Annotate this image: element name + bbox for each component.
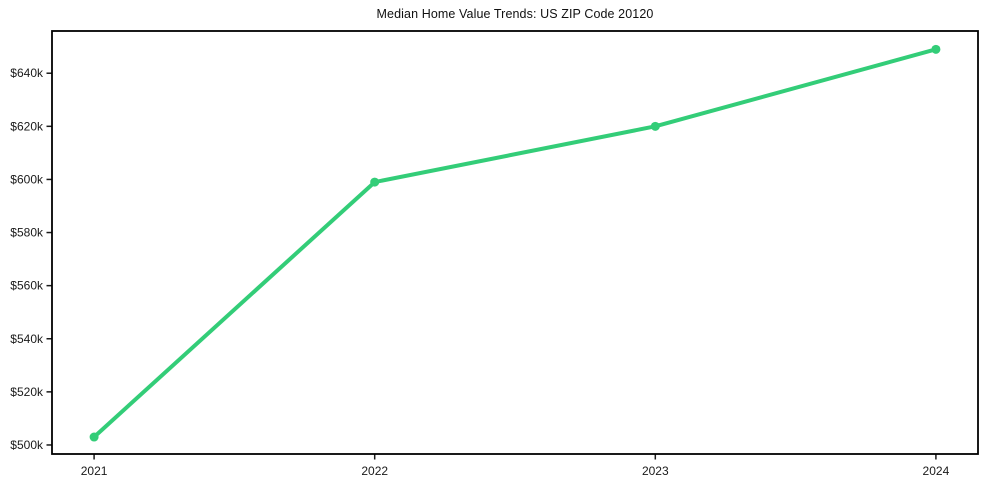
y-tick-label: $580k	[10, 226, 44, 240]
y-tick-label: $540k	[10, 332, 44, 346]
data-point-2022	[370, 177, 380, 187]
chart-title: Median Home Value Trends: US ZIP Code 20…	[376, 7, 654, 21]
y-tick-label: $560k	[10, 279, 44, 293]
data-point-2023	[650, 121, 660, 131]
y-tick-label: $520k	[10, 385, 44, 399]
x-tick-label: 2023	[642, 464, 669, 478]
x-tick-label: 2021	[81, 464, 108, 478]
y-tick-label: $640k	[10, 66, 44, 80]
x-tick-label: 2022	[361, 464, 388, 478]
data-point-2024	[931, 44, 941, 54]
plot-area	[52, 31, 978, 454]
y-tick-label: $620k	[10, 119, 44, 133]
data-point-2021	[89, 432, 99, 442]
x-tick-label: 2024	[923, 464, 950, 478]
y-tick-label: $600k	[10, 172, 44, 186]
y-tick-label: $500k	[10, 438, 44, 452]
trend-line	[92, 47, 938, 440]
plot-border	[51, 30, 979, 455]
